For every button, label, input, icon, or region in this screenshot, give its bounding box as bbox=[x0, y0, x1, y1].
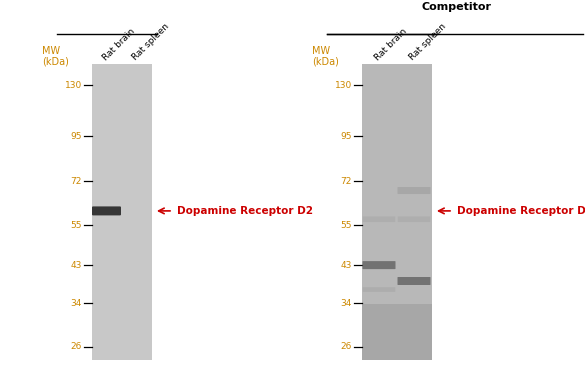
Text: (kDa): (kDa) bbox=[42, 56, 69, 66]
Text: 95: 95 bbox=[71, 132, 82, 141]
FancyBboxPatch shape bbox=[92, 206, 121, 215]
Text: MW: MW bbox=[312, 46, 330, 56]
Text: MW: MW bbox=[42, 46, 60, 56]
Text: 95: 95 bbox=[340, 132, 352, 141]
Text: 26: 26 bbox=[340, 343, 352, 351]
FancyBboxPatch shape bbox=[363, 287, 395, 292]
Bar bbox=[362, 64, 432, 360]
FancyBboxPatch shape bbox=[363, 261, 395, 269]
Text: Rat spleen: Rat spleen bbox=[408, 22, 449, 62]
Text: 55: 55 bbox=[340, 220, 352, 230]
Text: 130: 130 bbox=[65, 81, 82, 90]
Text: Rat spleen: Rat spleen bbox=[130, 22, 171, 62]
Text: Rat brain: Rat brain bbox=[373, 26, 409, 62]
Text: Dopamine Receptor D2: Dopamine Receptor D2 bbox=[457, 206, 585, 216]
Bar bbox=[92, 64, 152, 360]
Text: 55: 55 bbox=[71, 220, 82, 230]
Bar bbox=[362, 304, 432, 360]
Text: Rat brain: Rat brain bbox=[101, 26, 136, 62]
Text: 34: 34 bbox=[71, 299, 82, 308]
Text: 26: 26 bbox=[71, 343, 82, 351]
Text: 43: 43 bbox=[340, 261, 352, 270]
Text: Competitor: Competitor bbox=[422, 2, 492, 12]
FancyBboxPatch shape bbox=[398, 217, 431, 222]
Text: 34: 34 bbox=[340, 299, 352, 308]
Text: Dopamine Receptor D2: Dopamine Receptor D2 bbox=[177, 206, 313, 216]
FancyBboxPatch shape bbox=[363, 217, 395, 222]
Text: 43: 43 bbox=[71, 261, 82, 270]
Text: 72: 72 bbox=[71, 177, 82, 186]
Text: (kDa): (kDa) bbox=[312, 56, 339, 66]
FancyBboxPatch shape bbox=[397, 187, 431, 194]
FancyBboxPatch shape bbox=[397, 277, 431, 285]
Text: 72: 72 bbox=[340, 177, 352, 186]
Text: 130: 130 bbox=[335, 81, 352, 90]
